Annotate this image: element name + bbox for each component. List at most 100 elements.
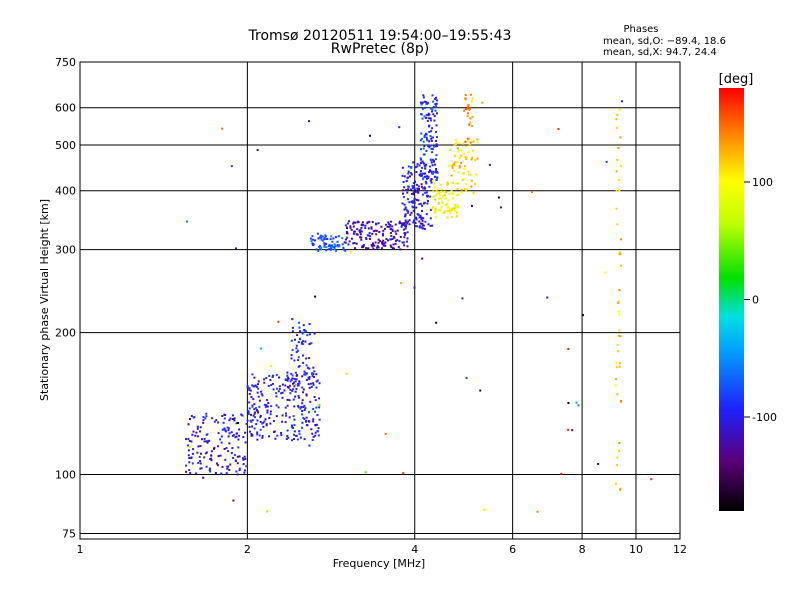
data-point: [253, 403, 256, 406]
data-point: [188, 445, 191, 448]
data-point: [455, 141, 458, 144]
data-point: [615, 118, 618, 121]
data-point: [404, 207, 407, 210]
data-point: [302, 406, 305, 409]
data-point: [337, 245, 340, 248]
data-point: [454, 210, 457, 213]
data-point: [413, 286, 416, 289]
data-point: [476, 138, 479, 141]
data-point: [243, 471, 246, 474]
data-point: [248, 388, 251, 391]
data-point: [304, 340, 307, 343]
data-point: [409, 171, 412, 174]
data-point: [374, 241, 377, 244]
data-point: [434, 198, 437, 201]
data-point: [479, 389, 482, 392]
data-point: [233, 453, 236, 456]
data-point: [389, 244, 392, 247]
data-point: [308, 343, 311, 346]
data-point: [453, 154, 456, 157]
data-point: [457, 171, 460, 174]
data-point: [432, 106, 435, 109]
data-point: [209, 457, 212, 460]
data-point: [432, 190, 435, 193]
y-tick-label: 200: [55, 327, 76, 340]
data-point: [421, 172, 424, 175]
data-point: [205, 412, 208, 415]
data-point: [467, 150, 470, 153]
data-point: [458, 142, 461, 145]
data-point: [429, 195, 432, 198]
data-point: [248, 392, 251, 395]
data-point: [220, 441, 223, 444]
data-point: [321, 239, 324, 242]
data-point: [617, 147, 620, 150]
data-point: [257, 411, 260, 414]
data-point: [433, 119, 436, 122]
data-point: [204, 417, 207, 420]
data-point: [295, 387, 298, 390]
data-point: [364, 471, 367, 474]
data-point: [308, 378, 311, 381]
data-point: [419, 222, 422, 225]
data-point: [227, 435, 230, 438]
data-point: [335, 249, 338, 252]
data-point: [472, 149, 475, 152]
chart-subtitle: RwPretec (8p): [331, 41, 429, 57]
data-point: [449, 164, 452, 167]
data-point: [247, 413, 250, 416]
data-point: [345, 232, 348, 235]
data-point: [190, 440, 193, 443]
data-point: [406, 231, 409, 234]
data-point: [271, 382, 274, 385]
data-point: [247, 411, 250, 414]
data-point: [499, 206, 502, 209]
data-point: [224, 429, 227, 432]
data-point: [337, 235, 340, 238]
data-point: [616, 456, 619, 459]
data-point: [605, 160, 608, 163]
data-point: [292, 388, 295, 391]
data-point: [560, 472, 563, 475]
data-point: [430, 161, 433, 164]
data-point: [303, 329, 306, 332]
data-point: [317, 427, 320, 430]
data-point: [293, 385, 296, 388]
data-point: [356, 228, 359, 231]
data-point: [437, 192, 440, 195]
data-point: [205, 440, 208, 443]
data-point: [650, 478, 653, 481]
data-point: [297, 383, 300, 386]
data-point: [301, 332, 304, 335]
data-point: [336, 244, 339, 247]
data-point: [448, 193, 451, 196]
data-point: [618, 253, 621, 256]
data-point: [353, 230, 356, 233]
data-point: [617, 179, 620, 182]
data-point: [299, 330, 302, 333]
data-point: [360, 226, 363, 229]
data-point: [334, 236, 337, 239]
data-point: [435, 139, 438, 142]
data-point: [455, 215, 458, 218]
data-point: [434, 96, 437, 99]
data-point: [328, 248, 331, 251]
data-point: [212, 447, 215, 450]
data-point: [269, 378, 272, 381]
data-point: [275, 415, 278, 418]
data-point: [400, 225, 403, 228]
data-point: [299, 436, 302, 439]
data-point: [240, 413, 243, 416]
data-point: [382, 239, 385, 242]
data-point: [458, 164, 461, 167]
data-point: [342, 246, 345, 249]
data-point: [384, 241, 387, 244]
data-point: [231, 447, 234, 450]
data-point: [411, 205, 414, 208]
data-point: [280, 434, 283, 437]
data-point: [318, 406, 321, 409]
data-point: [357, 221, 360, 224]
data-point: [241, 414, 244, 417]
data-point: [429, 119, 432, 122]
data-point: [474, 159, 477, 162]
